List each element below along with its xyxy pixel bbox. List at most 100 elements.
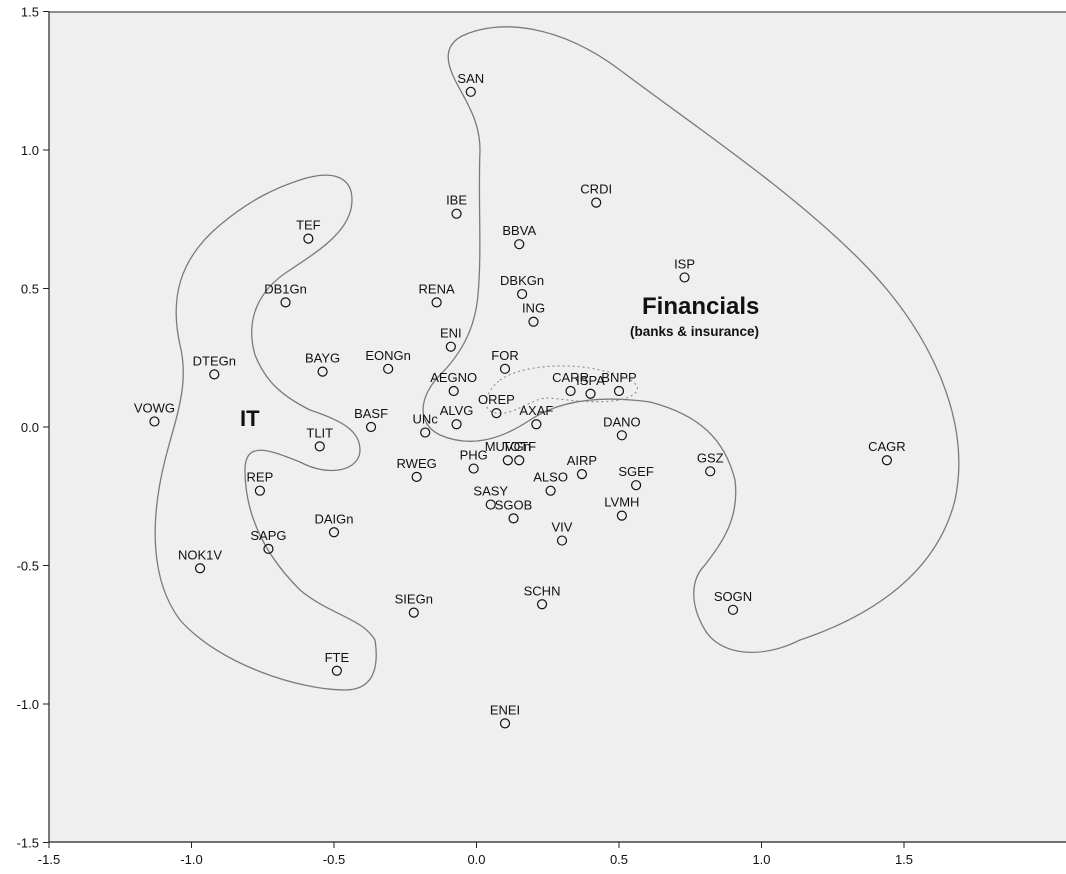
data-point-eongn: [383, 363, 394, 374]
data-point-sgob: [508, 513, 519, 524]
data-point-siegn: [408, 607, 419, 618]
data-label-muvgn: MUVGn: [485, 439, 531, 454]
data-label-sgob: SGOB: [495, 497, 533, 512]
data-point-tlit: [314, 441, 325, 452]
data-point-nok1v: [194, 563, 206, 574]
data-point-orep: [491, 408, 502, 419]
data-label-isp: ISP: [674, 256, 695, 271]
plot-marks: SAN CRDI IBE TEF BBVA ISP DBKGn DB1Gn RENA ING ENI…: [134, 71, 906, 729]
data-label-vowg: VOWG: [134, 400, 175, 415]
y-tick-label: 1.5: [21, 5, 39, 20]
it-annotation: IT: [240, 406, 260, 431]
data-point-basf: [365, 421, 377, 433]
data-point-for: [499, 363, 511, 374]
data-point-lvmh: [616, 510, 627, 521]
data-point-isp: [679, 272, 690, 283]
data-point-viv: [556, 535, 568, 546]
data-label-carr: CARR: [552, 370, 589, 385]
data-point-sgef: [630, 480, 642, 491]
data-label-siegn: SIEGn: [395, 592, 433, 607]
plot-area: [49, 12, 1066, 842]
inner-dotted-cluster-outline: [485, 365, 638, 414]
data-point-fte: [331, 665, 342, 676]
data-point-carr: [565, 385, 576, 397]
data-point-sogn: [727, 604, 739, 615]
x-tick-label: 0.0: [467, 852, 485, 867]
data-label-phg: PHG: [460, 448, 488, 463]
data-point-unc: [420, 427, 431, 438]
y-tick-label: 1.0: [21, 143, 39, 158]
data-point-airp: [576, 468, 588, 480]
data-point-db1gn: [280, 297, 291, 308]
data-point-rena: [431, 297, 442, 308]
data-label-bnpp: BNPP: [601, 370, 636, 385]
data-point-totf: [514, 455, 525, 466]
data-label-aegno: AEGNO: [430, 370, 477, 385]
x-tick-label: -0.5: [323, 852, 345, 867]
data-point-axaf: [531, 419, 542, 430]
data-label-tef: TEF: [296, 218, 321, 233]
data-label-orep: OREP: [478, 392, 515, 407]
data-label-db1gn: DB1Gn: [264, 281, 307, 296]
financials-region-outline: [422, 26, 960, 653]
x-tick-label: -1.5: [38, 852, 60, 867]
data-label-eongn: EONGn: [365, 348, 411, 363]
y-tick-label: 0.0: [21, 420, 39, 435]
data-point-ispa: [585, 388, 596, 399]
data-label-dbkgn: DBKGn: [500, 273, 544, 288]
data-label-bbva: BBVA: [502, 223, 536, 238]
data-label-airp: AIRP: [567, 453, 597, 468]
data-point-ibe: [451, 208, 462, 219]
data-point-sapg: [263, 543, 274, 554]
data-point-rweg: [411, 471, 422, 482]
data-label-san: SAN: [457, 71, 484, 86]
data-point-ing: [528, 316, 539, 327]
data-label-bayg: BAYG: [305, 351, 340, 366]
financials-annotation: Financials: [642, 293, 759, 320]
x-tick-label: 0.5: [610, 852, 628, 867]
it-region-outline: [154, 174, 377, 691]
data-label-sogn: SOGN: [714, 589, 752, 604]
data-point-vowg: [149, 416, 160, 427]
data-point-aegno: [448, 385, 459, 397]
data-point-dano: [616, 430, 627, 441]
data-point-bayg: [317, 366, 328, 377]
data-label-basf: BASF: [354, 406, 388, 421]
y-tick-label: -1.0: [17, 697, 39, 712]
data-label-ispa: ISPA: [576, 373, 605, 388]
data-point-san: [465, 86, 476, 97]
data-label-crdi: CRDI: [580, 182, 612, 197]
data-label-sapg: SAPG: [250, 528, 286, 543]
data-point-crdi: [591, 197, 602, 208]
data-point-sasy: [485, 499, 496, 510]
y-tick-label: -0.5: [17, 559, 39, 574]
data-label-lvmh: LVMH: [604, 495, 639, 510]
data-label-nok1v: NOK1V: [178, 547, 222, 562]
data-label-unc: UNc: [413, 412, 439, 427]
data-label-rena: RENA: [419, 281, 455, 296]
data-point-rep: [254, 485, 265, 496]
data-label-ing: ING: [522, 301, 545, 316]
data-label-dano: DANO: [603, 414, 641, 429]
data-point-muvgn: [502, 455, 513, 466]
data-label-gsz: GSZ: [697, 450, 724, 465]
data-label-daign: DAIGn: [314, 511, 353, 526]
data-label-also: ALSO: [533, 470, 568, 485]
data-point-also: [545, 485, 556, 496]
data-label-rep: REP: [247, 470, 274, 485]
data-label-ibe: IBE: [446, 193, 467, 208]
y-tick-label: 0.5: [21, 282, 39, 297]
data-point-dtegn: [209, 369, 220, 380]
financials-subannotation: (banks & insurance): [630, 324, 759, 339]
data-point-schn: [536, 599, 548, 610]
y-tick-label: -1.5: [17, 836, 39, 851]
data-label-viv: VIV: [552, 520, 573, 535]
data-point-phg: [468, 463, 479, 474]
data-point-cagr: [881, 455, 893, 466]
data-point-bnpp: [613, 385, 625, 397]
data-label-sasy: SASY: [473, 484, 508, 499]
data-point-daign: [328, 527, 340, 538]
axis-ticks: -1.5 -1.0 -0.5 0.0 0.5 1.0 1.5 1.5 1.0 0.5 0.0 -0.5…: [17, 5, 913, 868]
data-label-totf: TOTF: [502, 439, 536, 454]
